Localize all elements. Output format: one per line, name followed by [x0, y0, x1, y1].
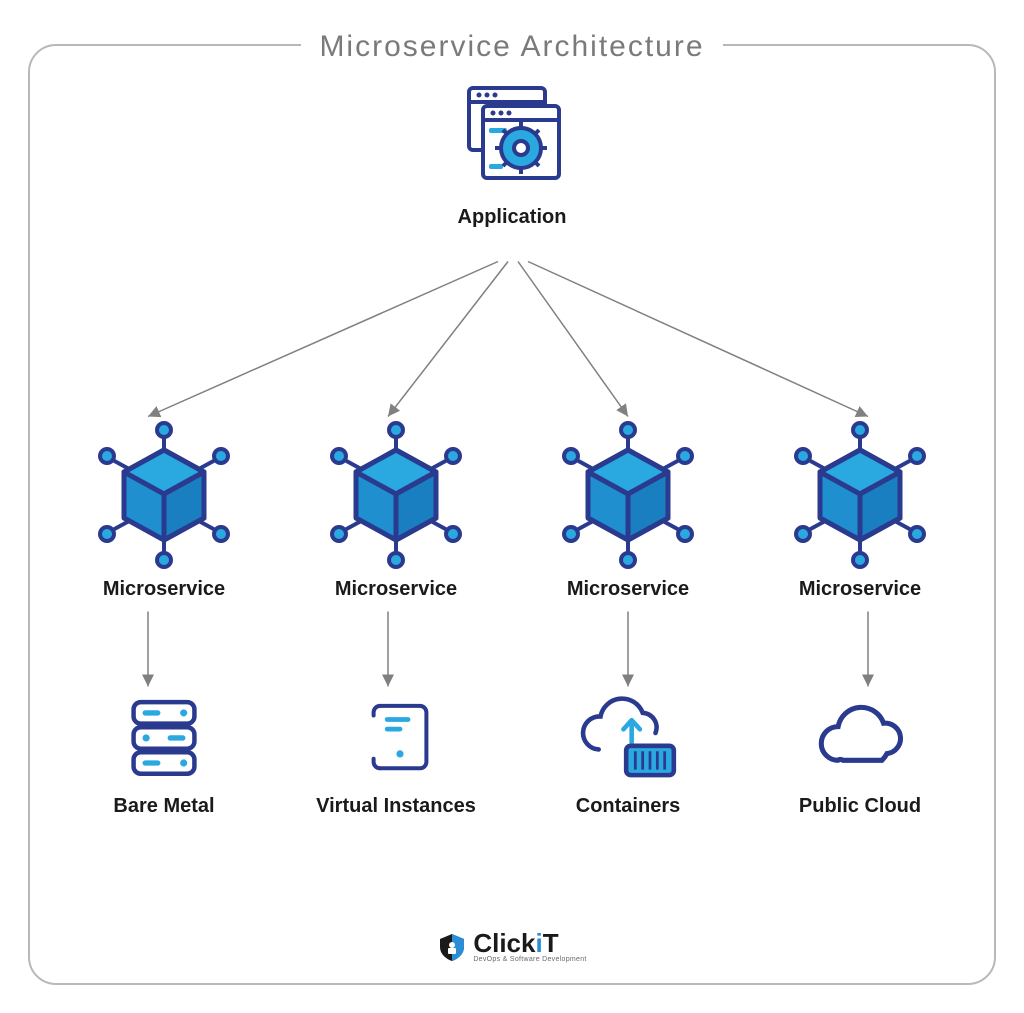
microservice-label: Microservice	[567, 578, 689, 601]
vm-screen-icon	[341, 690, 451, 785]
brand-text: ClickiT DevOps & Software Development	[473, 930, 586, 963]
microservice-node: Microservice	[528, 420, 728, 601]
microservices-row: Microservice Microservice Microservice M…	[28, 420, 996, 601]
deployment-label: Public Cloud	[799, 795, 921, 818]
deployments-row: Bare Metal Virtual Instances	[28, 690, 996, 818]
brand-text-pre: Click	[473, 928, 535, 958]
microservice-node: Microservice	[296, 420, 496, 601]
cube-network-icon	[785, 420, 935, 570]
deployment-node: Public Cloud	[760, 690, 960, 818]
microservice-label: Microservice	[335, 578, 457, 601]
diagram-stage: Application Microservice Microservice Mi…	[28, 70, 996, 923]
microservice-node: Microservice	[760, 420, 960, 601]
brand-tagline: DevOps & Software Development	[473, 956, 586, 963]
deployment-label: Containers	[576, 795, 680, 818]
deployment-label: Bare Metal	[113, 795, 214, 818]
deployment-node: Bare Metal	[64, 690, 264, 818]
application-label: Application	[458, 206, 567, 229]
cube-network-icon	[321, 420, 471, 570]
brand-logo: ClickiT DevOps & Software Development	[0, 930, 1024, 963]
deployment-node: Virtual Instances	[296, 690, 496, 818]
brand-text-post: T	[543, 928, 559, 958]
cube-network-icon	[89, 420, 239, 570]
cloud-icon	[805, 690, 915, 785]
cube-network-icon	[553, 420, 703, 570]
brand-shield-icon	[437, 932, 467, 962]
diagram-title-wrap: Microservice Architecture	[0, 30, 1024, 64]
server-stack-icon	[109, 690, 219, 785]
microservice-label: Microservice	[799, 578, 921, 601]
brand-text-accent: i	[535, 928, 542, 958]
diagram-title: Microservice Architecture	[301, 30, 722, 64]
application-icon	[457, 82, 567, 192]
microservice-label: Microservice	[103, 578, 225, 601]
cloud-container-icon	[573, 690, 683, 785]
deployment-node: Containers	[528, 690, 728, 818]
deployment-label: Virtual Instances	[316, 795, 476, 818]
application-node: Application	[28, 82, 996, 229]
microservice-node: Microservice	[64, 420, 264, 601]
